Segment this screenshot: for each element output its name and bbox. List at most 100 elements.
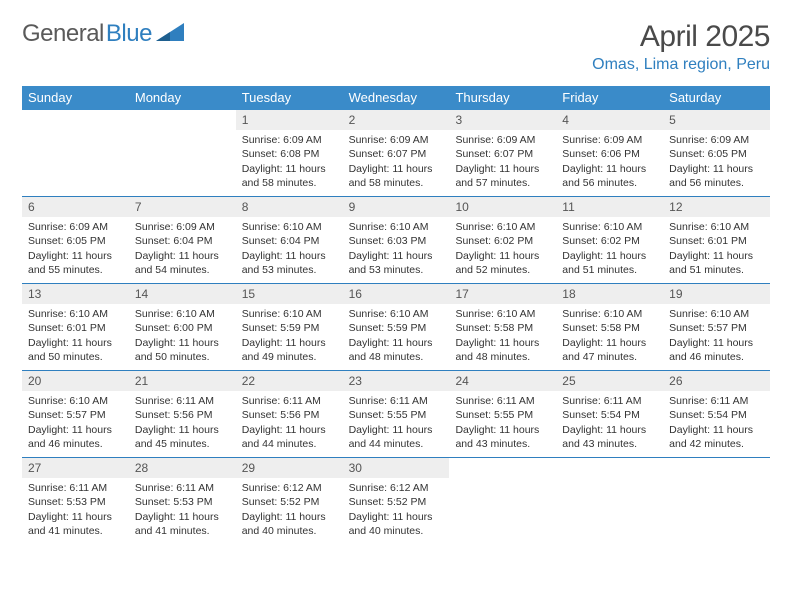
sunset-text: Sunset: 6:02 PM <box>562 234 657 248</box>
day-content: Sunrise: 6:11 AMSunset: 5:55 PMDaylight:… <box>449 391 556 457</box>
sunrise-text: Sunrise: 6:09 AM <box>455 133 550 147</box>
day-number: 29 <box>236 458 343 478</box>
sunrise-text: Sunrise: 6:09 AM <box>242 133 337 147</box>
day-content: Sunrise: 6:09 AMSunset: 6:07 PMDaylight:… <box>449 130 556 196</box>
sunset-text: Sunset: 5:53 PM <box>135 495 230 509</box>
sunset-text: Sunset: 5:56 PM <box>135 408 230 422</box>
day-number: 4 <box>556 110 663 130</box>
day-number: 27 <box>22 458 129 478</box>
daylight-text: Daylight: 11 hours and 55 minutes. <box>28 249 123 277</box>
sunset-text: Sunset: 6:02 PM <box>455 234 550 248</box>
day-cell: 7Sunrise: 6:09 AMSunset: 6:04 PMDaylight… <box>129 197 236 283</box>
sunrise-text: Sunrise: 6:10 AM <box>562 220 657 234</box>
daylight-text: Daylight: 11 hours and 46 minutes. <box>28 423 123 451</box>
daylight-text: Daylight: 11 hours and 52 minutes. <box>455 249 550 277</box>
sunrise-text: Sunrise: 6:10 AM <box>349 220 444 234</box>
sunrise-text: Sunrise: 6:11 AM <box>562 394 657 408</box>
day-header: Friday <box>556 86 663 110</box>
week-row: 27Sunrise: 6:11 AMSunset: 5:53 PMDayligh… <box>22 457 770 544</box>
sunrise-text: Sunrise: 6:10 AM <box>455 220 550 234</box>
week-row: 6Sunrise: 6:09 AMSunset: 6:05 PMDaylight… <box>22 196 770 283</box>
day-number: 30 <box>343 458 450 478</box>
day-number: 2 <box>343 110 450 130</box>
day-number: 3 <box>449 110 556 130</box>
sunset-text: Sunset: 5:57 PM <box>669 321 764 335</box>
sunset-text: Sunset: 6:01 PM <box>28 321 123 335</box>
day-cell: 25Sunrise: 6:11 AMSunset: 5:54 PMDayligh… <box>556 371 663 457</box>
day-content: Sunrise: 6:12 AMSunset: 5:52 PMDaylight:… <box>236 478 343 544</box>
daylight-text: Daylight: 11 hours and 43 minutes. <box>455 423 550 451</box>
day-content: Sunrise: 6:11 AMSunset: 5:55 PMDaylight:… <box>343 391 450 457</box>
daylight-text: Daylight: 11 hours and 40 minutes. <box>242 510 337 538</box>
sunset-text: Sunset: 6:00 PM <box>135 321 230 335</box>
day-number: 16 <box>343 284 450 304</box>
sunrise-text: Sunrise: 6:10 AM <box>669 220 764 234</box>
day-content: Sunrise: 6:09 AMSunset: 6:05 PMDaylight:… <box>22 217 129 283</box>
sunrise-text: Sunrise: 6:10 AM <box>242 307 337 321</box>
daylight-text: Daylight: 11 hours and 44 minutes. <box>242 423 337 451</box>
sunrise-text: Sunrise: 6:10 AM <box>349 307 444 321</box>
day-cell: 2Sunrise: 6:09 AMSunset: 6:07 PMDaylight… <box>343 110 450 196</box>
day-content: Sunrise: 6:09 AMSunset: 6:05 PMDaylight:… <box>663 130 770 196</box>
daylight-text: Daylight: 11 hours and 40 minutes. <box>349 510 444 538</box>
day-header: Wednesday <box>343 86 450 110</box>
day-number: 17 <box>449 284 556 304</box>
sunrise-text: Sunrise: 6:10 AM <box>242 220 337 234</box>
sunset-text: Sunset: 5:52 PM <box>242 495 337 509</box>
day-cell: 1Sunrise: 6:09 AMSunset: 6:08 PMDaylight… <box>236 110 343 196</box>
day-number: 9 <box>343 197 450 217</box>
sunset-text: Sunset: 5:55 PM <box>349 408 444 422</box>
month-title: April 2025 <box>592 20 770 54</box>
sunrise-text: Sunrise: 6:12 AM <box>349 481 444 495</box>
daylight-text: Daylight: 11 hours and 56 minutes. <box>669 162 764 190</box>
day-cell: 14Sunrise: 6:10 AMSunset: 6:00 PMDayligh… <box>129 284 236 370</box>
day-cell: 10 Sunrise: 6:10 AMSunset: 6:02 PMDayligh… <box>449 197 556 283</box>
week-row: 1Sunrise: 6:09 AMSunset: 6:08 PMDaylight… <box>22 110 770 196</box>
sunset-text: Sunset: 6:01 PM <box>669 234 764 248</box>
logo-text-blue: Blue <box>106 20 152 48</box>
sunset-text: Sunset: 6:04 PM <box>135 234 230 248</box>
day-number: 20 <box>22 371 129 391</box>
day-content: Sunrise: 6:11 AMSunset: 5:54 PMDaylight:… <box>556 391 663 457</box>
logo-text-gray: General <box>22 20 104 48</box>
location-subtitle: Omas, Lima region, Peru <box>592 56 770 74</box>
daylight-text: Daylight: 11 hours and 41 minutes. <box>135 510 230 538</box>
sunset-text: Sunset: 6:05 PM <box>28 234 123 248</box>
day-number: 10 <box>449 197 556 217</box>
daylight-text: Daylight: 11 hours and 51 minutes. <box>562 249 657 277</box>
sunset-text: Sunset: 5:55 PM <box>455 408 550 422</box>
day-content: Sunrise: 6:10 AMSunset: 6:01 PMDaylight:… <box>663 217 770 283</box>
day-content: Sunrise: 6:10 AMSunset: 6:03 PMDaylight:… <box>343 217 450 283</box>
day-cell: 29Sunrise: 6:12 AMSunset: 5:52 PMDayligh… <box>236 458 343 544</box>
day-cell <box>663 458 770 544</box>
sunrise-text: Sunrise: 6:12 AM <box>242 481 337 495</box>
day-number: 26 <box>663 371 770 391</box>
day-cell: 5Sunrise: 6:09 AMSunset: 6:05 PMDaylight… <box>663 110 770 196</box>
day-content: Sunrise: 6:10 AMSunset: 5:58 PMDaylight:… <box>556 304 663 370</box>
day-cell <box>449 458 556 544</box>
daylight-text: Daylight: 11 hours and 46 minutes. <box>669 336 764 364</box>
sunset-text: Sunset: 6:06 PM <box>562 147 657 161</box>
day-cell: 8Sunrise: 6:10 AMSunset: 6:04 PMDaylight… <box>236 197 343 283</box>
daylight-text: Daylight: 11 hours and 45 minutes. <box>135 423 230 451</box>
day-cell: 20Sunrise: 6:10 AMSunset: 5:57 PMDayligh… <box>22 371 129 457</box>
daylight-text: Daylight: 11 hours and 58 minutes. <box>242 162 337 190</box>
day-cell: 24Sunrise: 6:11 AMSunset: 5:55 PMDayligh… <box>449 371 556 457</box>
sunrise-text: Sunrise: 6:10 AM <box>135 307 230 321</box>
day-cell: 12Sunrise: 6:10 AMSunset: 6:01 PMDayligh… <box>663 197 770 283</box>
day-header: Saturday <box>663 86 770 110</box>
sunset-text: Sunset: 6:05 PM <box>669 147 764 161</box>
day-content: Sunrise: 6:09 AMSunset: 6:07 PMDaylight:… <box>343 130 450 196</box>
title-block: April 2025 Omas, Lima region, Peru <box>592 20 770 74</box>
daylight-text: Daylight: 11 hours and 57 minutes. <box>455 162 550 190</box>
sunset-text: Sunset: 5:59 PM <box>349 321 444 335</box>
sunset-text: Sunset: 6:07 PM <box>349 147 444 161</box>
day-cell: 30Sunrise: 6:12 AMSunset: 5:52 PMDayligh… <box>343 458 450 544</box>
day-number: 12 <box>663 197 770 217</box>
day-cell: 4Sunrise: 6:09 AMSunset: 6:06 PMDaylight… <box>556 110 663 196</box>
day-content: Sunrise: 6:10 AMSunset: 6:04 PMDaylight:… <box>236 217 343 283</box>
daylight-text: Daylight: 11 hours and 48 minutes. <box>349 336 444 364</box>
sunset-text: Sunset: 5:57 PM <box>28 408 123 422</box>
daylight-text: Daylight: 11 hours and 51 minutes. <box>669 249 764 277</box>
day-cell: 11Sunrise: 6:10 AMSunset: 6:02 PMDayligh… <box>556 197 663 283</box>
